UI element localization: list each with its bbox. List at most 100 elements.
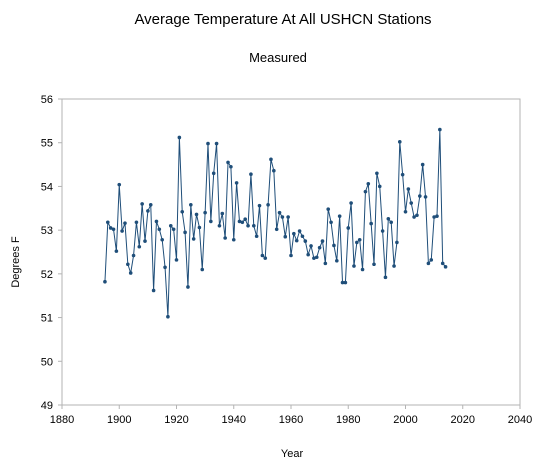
- data-point: [297, 229, 302, 233]
- data-point: [280, 215, 285, 219]
- data-point: [266, 202, 270, 207]
- x-axis: 1880 1900 1920 1940 1960 1980 2000 2020 2040: [50, 405, 532, 426]
- data-point: [317, 245, 322, 250]
- data-point: [272, 168, 276, 173]
- data-point: [312, 256, 316, 260]
- data-point: [191, 237, 196, 241]
- data-point: [412, 215, 416, 219]
- data-point: [397, 140, 402, 144]
- series-layer: [103, 127, 448, 319]
- data-point: [131, 253, 136, 258]
- data-point: [220, 211, 225, 216]
- y-axis: 49 50 51 52 53 54 55 56: [41, 94, 62, 412]
- x-tick-label: 1900: [107, 414, 131, 426]
- data-point: [189, 202, 193, 207]
- data-point: [377, 184, 382, 189]
- data-point: [211, 171, 216, 176]
- data-point: [151, 288, 156, 293]
- y-tick-label: 54: [41, 181, 53, 193]
- data-point: [309, 244, 313, 248]
- data-point: [180, 209, 185, 214]
- data-point: [123, 221, 127, 225]
- data-point: [403, 209, 408, 214]
- data-point: [409, 201, 414, 205]
- data-point: [337, 214, 342, 218]
- x-tick-label: 1940: [222, 414, 246, 426]
- data-point: [240, 220, 245, 225]
- data-point: [203, 210, 207, 215]
- data-point: [415, 213, 419, 218]
- data-point: [251, 223, 256, 228]
- data-point: [160, 237, 164, 242]
- data-point: [174, 258, 179, 262]
- data-point: [332, 243, 336, 248]
- data-point: [326, 207, 331, 211]
- data-point: [168, 223, 173, 228]
- data-point: [206, 141, 210, 146]
- data-point: [340, 280, 345, 285]
- x-tick-label: 2020: [451, 414, 475, 426]
- data-point: [392, 264, 396, 268]
- data-point: [269, 157, 273, 162]
- data-point: [343, 280, 348, 285]
- series-line: [104, 129, 446, 318]
- y-axis-title: Degrees F: [10, 236, 22, 288]
- y-tick-label: 53: [41, 225, 53, 237]
- data-point: [335, 258, 339, 263]
- data-point: [237, 219, 242, 224]
- data-point: [438, 127, 442, 132]
- data-point: [171, 227, 176, 232]
- data-point: [329, 220, 333, 225]
- data-point: [369, 221, 373, 226]
- data-point: [406, 187, 411, 191]
- data-point: [283, 234, 288, 239]
- data-point: [209, 219, 213, 224]
- data-point: [157, 227, 162, 232]
- x-tick-label: 2040: [508, 414, 532, 426]
- data-point: [323, 261, 328, 266]
- data-point: [426, 261, 431, 266]
- data-point: [292, 231, 296, 236]
- data-point: [106, 220, 110, 225]
- x-tick-label: 2000: [393, 414, 417, 426]
- data-point: [383, 275, 388, 280]
- data-point: [349, 201, 353, 205]
- data-point: [108, 226, 113, 230]
- data-point: [137, 244, 142, 249]
- data-point: [395, 240, 399, 245]
- data-point: [320, 239, 325, 243]
- data-point: [435, 214, 439, 218]
- data-point: [143, 239, 147, 243]
- data-point: [352, 264, 356, 268]
- data-point: [163, 265, 167, 270]
- y-tick-label: 55: [41, 138, 53, 150]
- data-point: [400, 172, 405, 177]
- x-tick-label: 1980: [336, 414, 360, 426]
- data-point: [440, 261, 445, 266]
- data-point: [389, 220, 393, 225]
- data-point: [148, 202, 153, 207]
- data-point: [286, 215, 290, 219]
- x-axis-title: Year: [281, 448, 304, 460]
- data-point: [418, 194, 422, 198]
- data-point: [314, 255, 319, 260]
- x-tick-label: 1880: [50, 414, 74, 426]
- data-point: [274, 227, 279, 232]
- data-point: [103, 279, 107, 284]
- data-point: [346, 226, 351, 230]
- data-point: [277, 210, 282, 215]
- data-point: [243, 217, 247, 222]
- data-point: [246, 223, 250, 228]
- data-point: [126, 262, 130, 267]
- data-point: [257, 203, 262, 208]
- data-point: [263, 256, 268, 260]
- data-point: [197, 225, 202, 230]
- data-point: [372, 262, 376, 267]
- data-point: [363, 189, 368, 194]
- data-point: [111, 227, 116, 232]
- data-point: [300, 234, 305, 239]
- data-point: [226, 160, 230, 165]
- data-point: [357, 237, 362, 242]
- data-point: [375, 171, 379, 176]
